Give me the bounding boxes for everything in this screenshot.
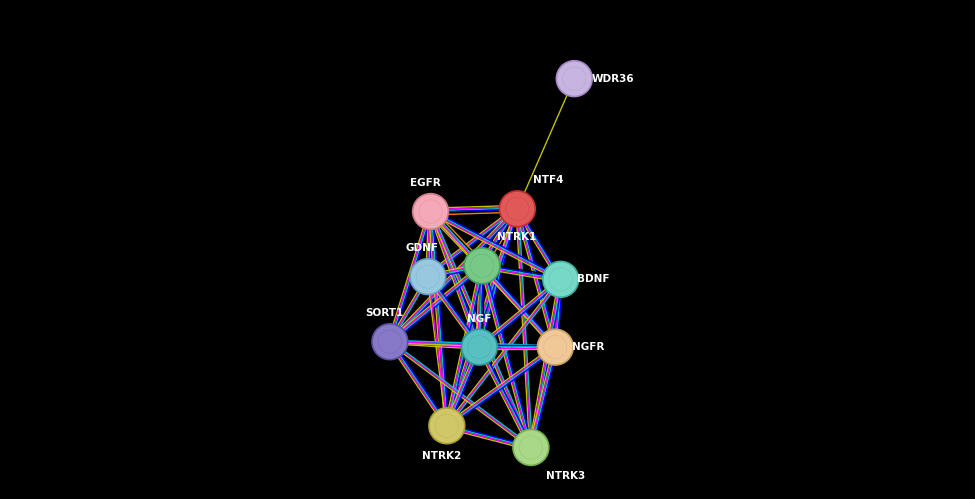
- Circle shape: [429, 408, 465, 444]
- Text: NTRK3: NTRK3: [546, 471, 585, 481]
- Circle shape: [520, 436, 542, 459]
- Text: SORT1: SORT1: [366, 308, 404, 318]
- Circle shape: [435, 414, 458, 438]
- Text: NTRK2: NTRK2: [422, 451, 461, 461]
- Circle shape: [543, 261, 578, 297]
- Circle shape: [557, 61, 592, 96]
- Circle shape: [412, 194, 449, 230]
- Circle shape: [468, 335, 491, 359]
- Circle shape: [378, 330, 402, 353]
- Text: NGF: NGF: [467, 314, 491, 324]
- Circle shape: [419, 200, 443, 223]
- Text: NTF4: NTF4: [532, 176, 563, 186]
- Circle shape: [544, 335, 566, 359]
- Circle shape: [416, 265, 440, 288]
- Circle shape: [499, 191, 535, 227]
- Circle shape: [537, 329, 573, 365]
- Text: BDNF: BDNF: [577, 274, 609, 284]
- Circle shape: [549, 267, 572, 291]
- Text: EGFR: EGFR: [410, 178, 441, 188]
- Circle shape: [471, 254, 493, 277]
- Circle shape: [563, 67, 586, 90]
- Text: WDR36: WDR36: [592, 74, 635, 84]
- Circle shape: [513, 430, 549, 466]
- Text: NGFR: NGFR: [571, 342, 604, 352]
- Circle shape: [461, 329, 497, 365]
- Circle shape: [506, 197, 529, 221]
- Text: GDNF: GDNF: [406, 244, 439, 253]
- Text: NTRK1: NTRK1: [497, 233, 536, 243]
- Circle shape: [464, 248, 500, 283]
- Circle shape: [372, 324, 408, 360]
- Circle shape: [410, 258, 446, 294]
